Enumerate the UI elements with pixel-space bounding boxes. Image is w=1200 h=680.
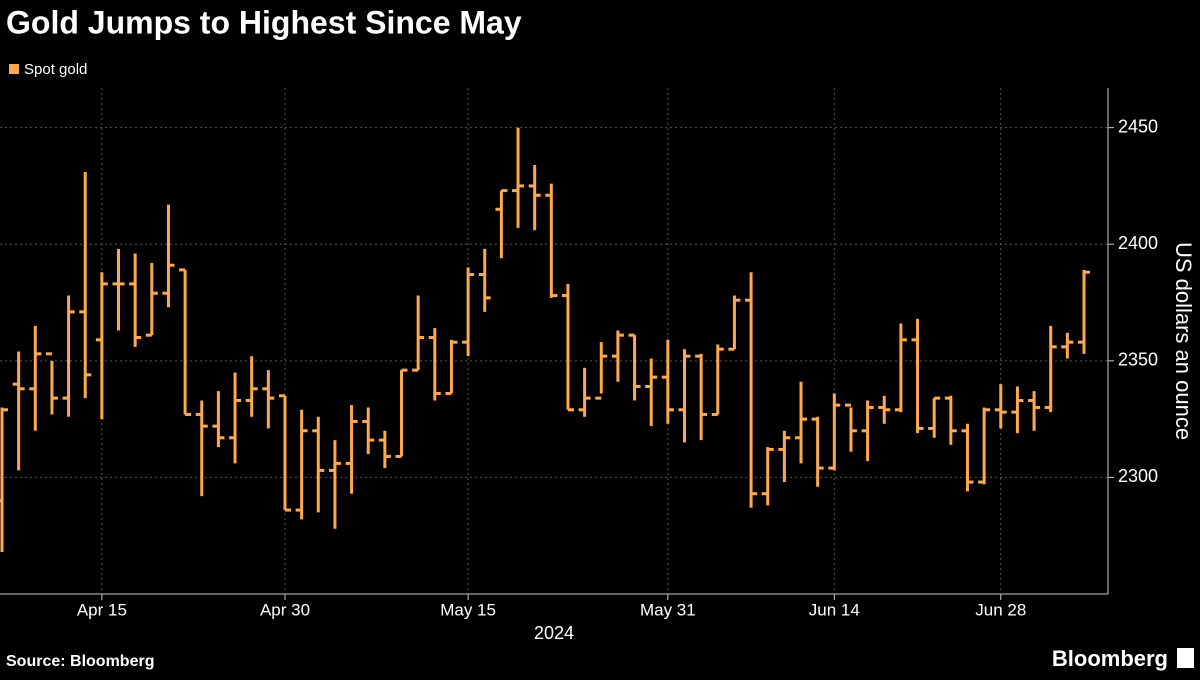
y-tick-label: 2450 xyxy=(1118,116,1158,136)
y-tick-label: 2350 xyxy=(1118,350,1158,370)
x-tick-label: Jun 28 xyxy=(975,600,1026,619)
x-tick-label: May 15 xyxy=(440,600,496,619)
x-tick-label: Apr 15 xyxy=(77,600,127,619)
y-tick-label: 2400 xyxy=(1118,233,1158,253)
x-tick-label: Jun 14 xyxy=(809,600,860,619)
legend-swatch xyxy=(9,64,19,74)
source: Source: Bloomberg xyxy=(6,653,154,670)
y-tick-label: 2300 xyxy=(1118,466,1158,486)
x-axis-label: 2024 xyxy=(534,623,574,643)
chart-title: Gold Jumps to Highest Since May xyxy=(6,4,522,40)
x-tick-label: May 31 xyxy=(640,600,696,619)
legend-label: Spot gold xyxy=(24,61,87,78)
brand-icon xyxy=(1177,648,1194,668)
x-tick-label: Apr 30 xyxy=(260,600,310,619)
brand: Bloomberg xyxy=(1052,646,1168,671)
y-axis-label: US dollars an ounce xyxy=(1171,242,1196,440)
